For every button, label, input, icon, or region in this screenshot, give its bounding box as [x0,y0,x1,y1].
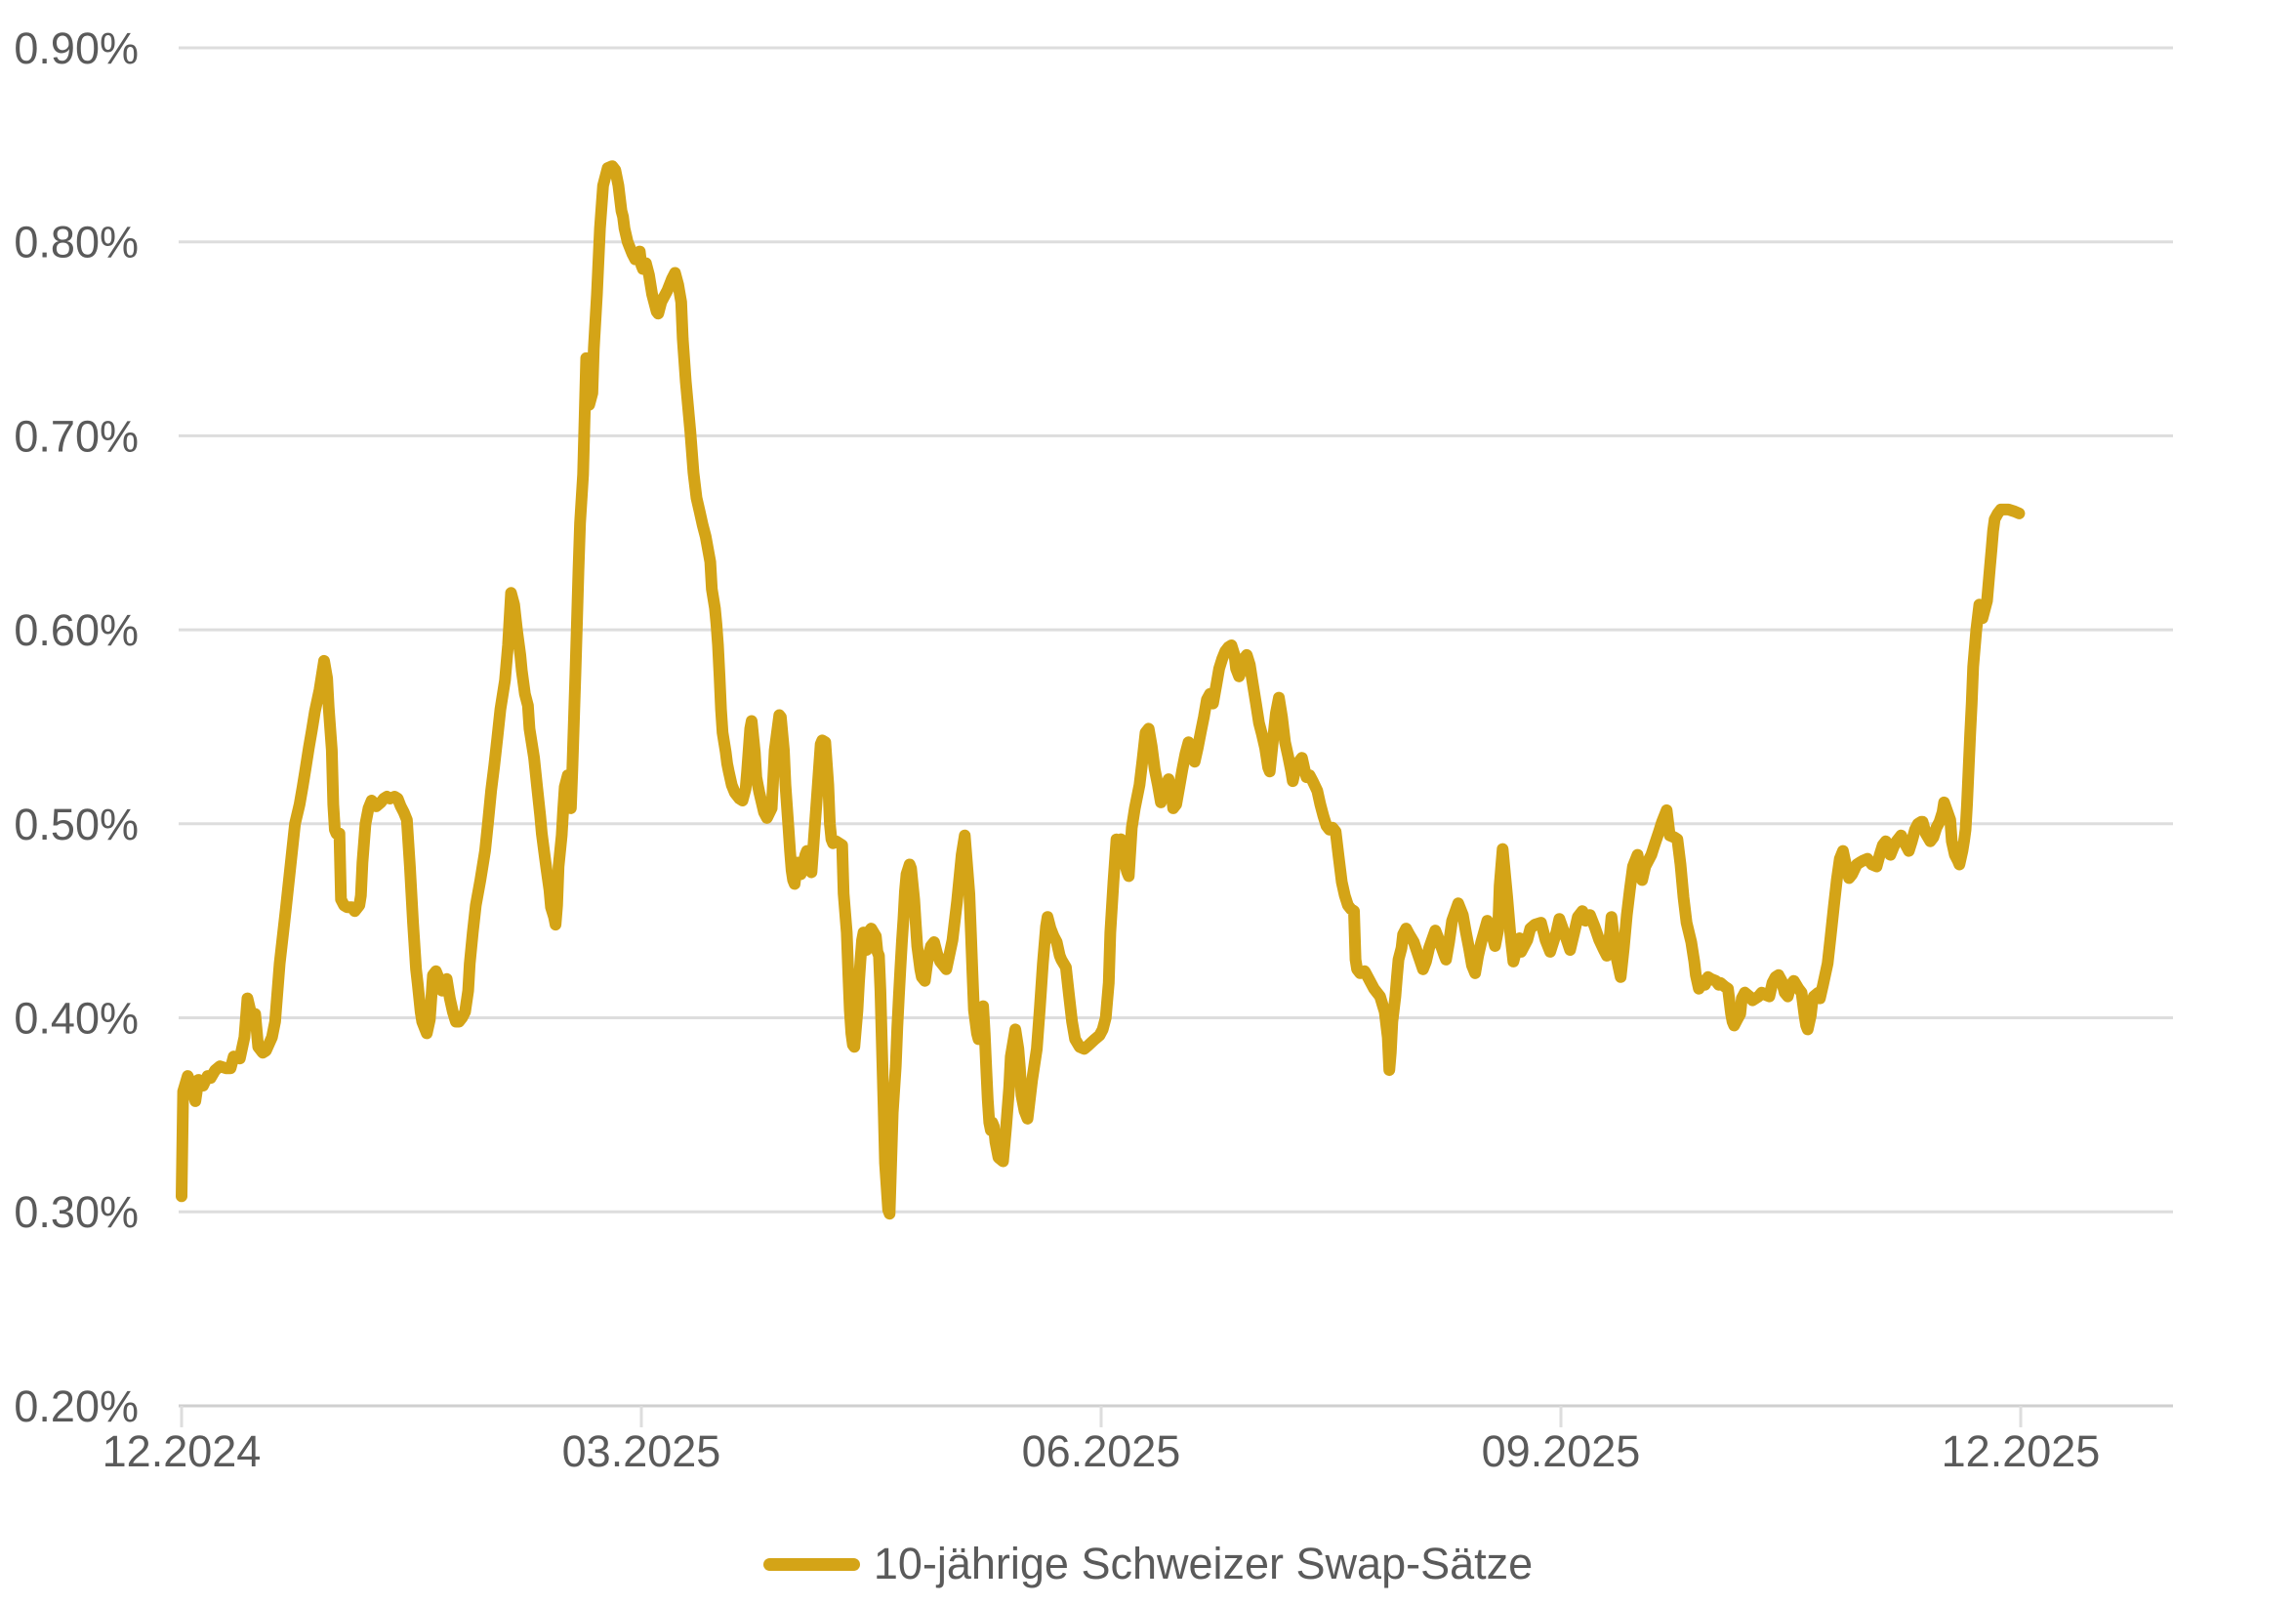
y-axis-label: 0.20% [14,1381,139,1431]
swap-rate-line [176,160,2026,1220]
y-axis-label: 0.40% [14,994,139,1044]
y-axis-label: 0.60% [14,605,139,655]
y-axis-label: 0.90% [14,23,139,73]
y-axis-label: 0.80% [14,218,139,268]
x-axis-label: 03.2025 [562,1426,721,1476]
x-axis-label: 09.2025 [1482,1426,1641,1476]
legend-line-swatch [762,1557,860,1571]
legend: 10-jährige Schweizer Swap-Sätze [0,1535,2296,1593]
y-axis-label: 0.30% [14,1187,139,1237]
x-axis-label: 12.2025 [1942,1426,2101,1476]
x-axis-label: 06.2025 [1022,1426,1181,1476]
legend-label: 10-jährige Schweizer Swap-Sätze [873,1539,1534,1588]
y-axis-label: 0.70% [14,411,139,461]
y-axis-label: 0.50% [14,800,139,849]
x-axis-label: 12.2024 [102,1426,262,1476]
